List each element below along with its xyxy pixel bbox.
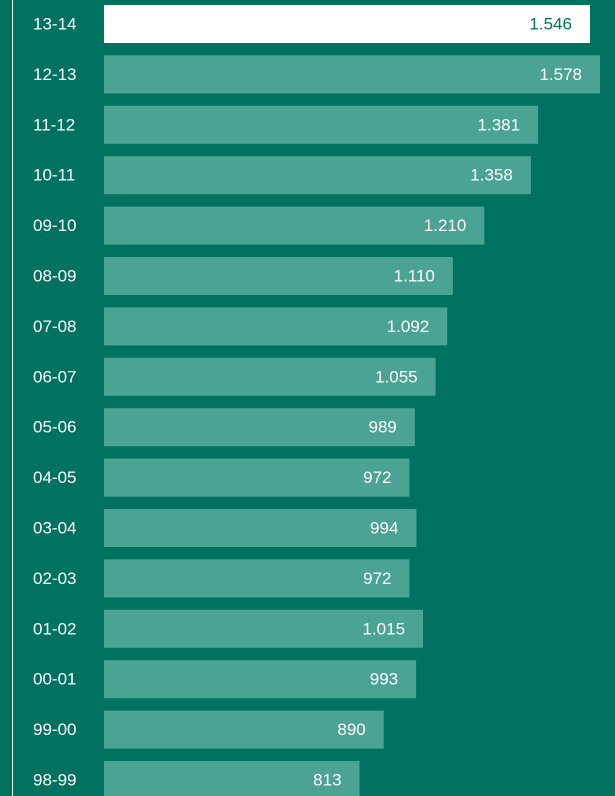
- bar: [104, 660, 417, 699]
- category-label: 04-05: [33, 468, 76, 487]
- bar: [104, 257, 453, 295]
- category-label: 02-03: [33, 569, 76, 588]
- value-label: 1.358: [470, 166, 513, 185]
- category-label: 10-11: [33, 166, 75, 185]
- category-label: 07-08: [33, 317, 76, 336]
- value-label: 890: [337, 720, 365, 739]
- bar: [104, 710, 384, 749]
- bar: [104, 609, 424, 648]
- bar: [104, 357, 436, 396]
- bar: [104, 156, 531, 195]
- bar: [104, 105, 539, 144]
- bar: [104, 408, 415, 447]
- value-label: 1.381: [478, 115, 521, 134]
- value-label: 1.055: [375, 367, 418, 386]
- value-label: 989: [368, 418, 396, 437]
- value-label: 1.110: [394, 266, 435, 285]
- category-label: 06-07: [33, 367, 76, 386]
- bar: [104, 206, 485, 245]
- bar: [104, 559, 410, 598]
- category-label: 08-09: [33, 266, 76, 285]
- value-label: 1.092: [387, 317, 430, 336]
- category-label: 01-02: [33, 619, 76, 638]
- bar: [104, 761, 360, 796]
- bar: [104, 307, 448, 346]
- value-label: 972: [363, 569, 391, 588]
- bar: [104, 55, 600, 94]
- category-label: 00-01: [33, 670, 76, 689]
- category-label: 98-99: [33, 770, 76, 789]
- category-label: 05-06: [33, 418, 76, 437]
- category-label: 12-13: [33, 65, 76, 84]
- value-label: 994: [370, 518, 398, 537]
- value-label: 1.578: [539, 65, 582, 84]
- category-label: 03-04: [33, 518, 76, 537]
- value-label: 972: [363, 468, 391, 487]
- category-label: 99-00: [33, 720, 76, 739]
- value-label: 993: [370, 670, 398, 689]
- bar: [104, 509, 417, 547]
- value-label: 813: [313, 770, 341, 789]
- bar: [104, 5, 590, 43]
- category-label: 13-14: [33, 14, 76, 33]
- value-label: 1.210: [424, 216, 467, 235]
- value-label: 1.546: [529, 14, 572, 33]
- category-label: 11-12: [33, 115, 75, 134]
- category-label: 09-10: [33, 216, 76, 235]
- value-label: 1.015: [362, 619, 405, 638]
- bar: [104, 458, 410, 497]
